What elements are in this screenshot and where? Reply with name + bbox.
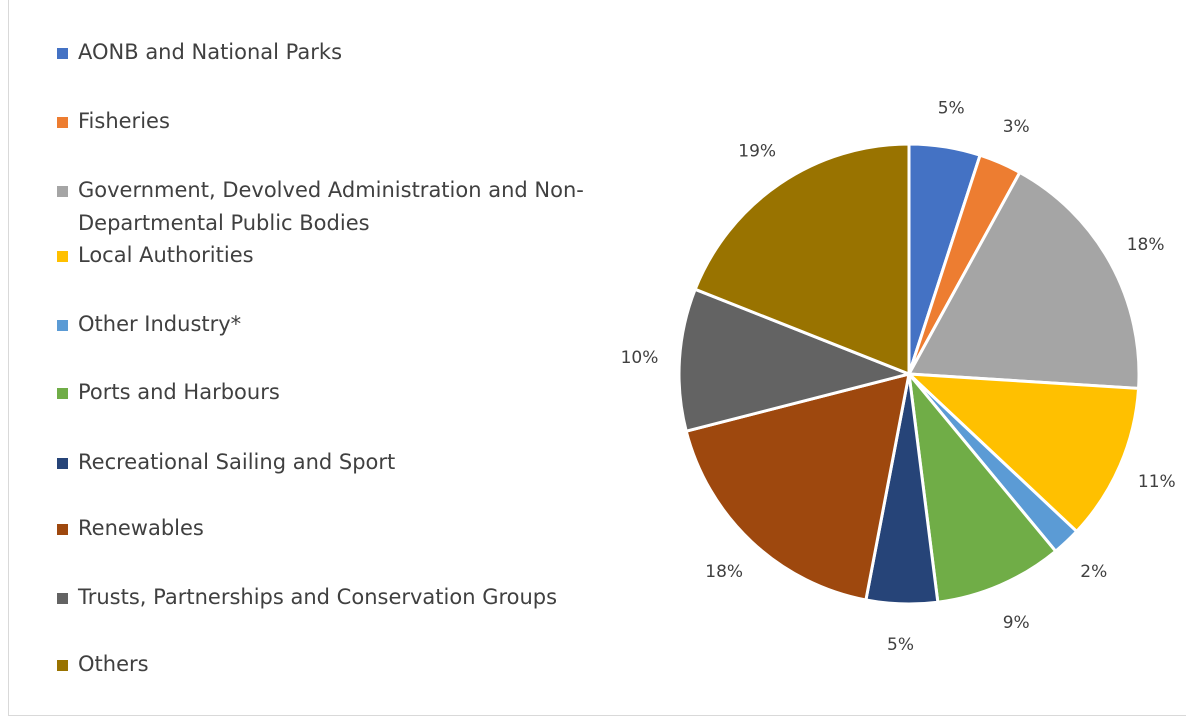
legend-label: Others <box>78 652 149 676</box>
legend-item: Recreational Sailing and Sport <box>57 446 395 479</box>
data-label: 5% <box>938 98 965 118</box>
data-label: 19% <box>738 142 776 162</box>
pie-slice <box>904 372 1141 534</box>
legend-item: Ports and Harbours <box>57 376 280 409</box>
legend-label: Fisheries <box>78 109 170 133</box>
data-label: 2% <box>1080 562 1107 582</box>
legend-label: AONB and National Parks <box>78 40 343 64</box>
data-label: 18% <box>705 562 743 582</box>
pie-chart: 5% 3% 18% 11% 2% 9% 5% 18% 10% 19% <box>621 98 1176 655</box>
legend-swatch <box>57 524 68 535</box>
legend-item: Government, Devolved Administration and … <box>57 174 657 240</box>
legend-item: Fisheries <box>57 105 170 138</box>
pie-slice <box>677 287 914 434</box>
legend-item: Trusts, Partnerships and Conservation Gr… <box>57 581 557 614</box>
legend-item: Renewables <box>57 512 204 545</box>
data-label: 9% <box>1003 613 1030 633</box>
pie-slice <box>906 170 1141 391</box>
legend-swatch <box>57 388 68 399</box>
legend-item: Others <box>57 648 149 681</box>
legend-swatch <box>57 458 68 469</box>
pie-slice <box>906 369 1058 604</box>
legend-item: AONB and National Parks <box>57 36 342 69</box>
data-label: 18% <box>1127 235 1165 255</box>
data-label: 3% <box>1003 117 1030 137</box>
legend-swatch <box>57 660 68 671</box>
legend-swatch <box>57 117 68 128</box>
legend-item: Local Authorities <box>57 239 254 272</box>
pie-slice <box>684 371 911 602</box>
legend-label: Ports and Harbours <box>78 380 280 404</box>
legend-swatch <box>57 186 68 197</box>
chart-area: AONB and National Parks Fisheries Governme… <box>8 0 1186 716</box>
pie-slice <box>693 142 911 377</box>
legend-swatch <box>57 48 68 59</box>
legend-label: Trusts, Partnerships and Conservation Gr… <box>78 585 558 609</box>
legend-swatch <box>57 593 68 604</box>
legend-label: Recreational Sailing and Sport <box>78 450 396 474</box>
data-label: 10% <box>621 348 659 368</box>
legend-label: Local Authorities <box>78 243 254 267</box>
legend-swatch <box>57 251 68 262</box>
legend-label: Renewables <box>78 516 204 540</box>
legend-label: Government, Devolved Administration and … <box>78 178 584 235</box>
data-label: 11% <box>1138 472 1176 492</box>
legend-item: Other Industry* <box>57 308 241 341</box>
legend-label: Other Industry* <box>78 312 242 336</box>
data-label: 5% <box>887 635 914 655</box>
legend-swatch <box>57 320 68 331</box>
